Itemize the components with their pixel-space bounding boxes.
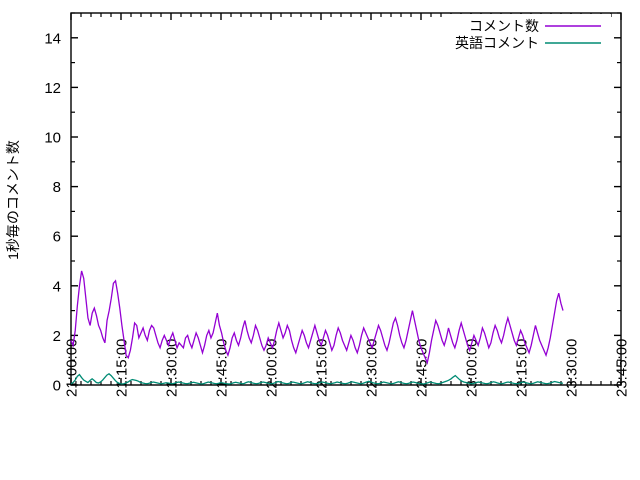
legend-label: 英語コメント xyxy=(455,35,539,51)
x-tick-label: 21:45:00 xyxy=(214,339,231,397)
y-tick-label: 4 xyxy=(53,278,61,295)
x-tick-label: 23:15:00 xyxy=(514,339,531,397)
y-tick-label: 6 xyxy=(53,229,61,246)
y-tick-label: 14 xyxy=(44,30,61,47)
series-line xyxy=(70,373,564,385)
series-line xyxy=(70,270,564,365)
y-tick-label: 12 xyxy=(44,80,61,97)
data-series xyxy=(70,270,564,385)
x-tick-label: 22:30:00 xyxy=(364,339,381,397)
x-tick-label: 23:30:00 xyxy=(564,339,581,397)
y-axis-ticks: 0 2 4 6 8 10 12 14 xyxy=(44,12,621,395)
y-tick-label: 8 xyxy=(53,179,61,196)
x-tick-label: 21:30:00 xyxy=(164,339,181,397)
y-tick-label: 2 xyxy=(53,328,61,345)
x-tick-label: 21:00:00 xyxy=(64,339,81,397)
x-tick-label: 22:45:00 xyxy=(414,339,431,397)
x-tick-label: 22:15:00 xyxy=(314,339,331,397)
plot-frame xyxy=(70,12,622,386)
y-tick-label: 10 xyxy=(44,130,61,147)
legend-label: コメント数 xyxy=(469,18,539,34)
y-axis-title: 1秒毎のコメント数 xyxy=(5,140,21,260)
x-axis-ticks: 21:00:00 21:15:00 21:30:00 21:45:00 22:00:00… xyxy=(64,13,631,397)
x-tick-label: 23:45:00 xyxy=(614,339,631,397)
x-tick-label: 21:15:00 xyxy=(114,339,131,397)
y-tick-label: 0 xyxy=(53,378,61,395)
x-tick-label: 23:00:00 xyxy=(464,339,481,397)
